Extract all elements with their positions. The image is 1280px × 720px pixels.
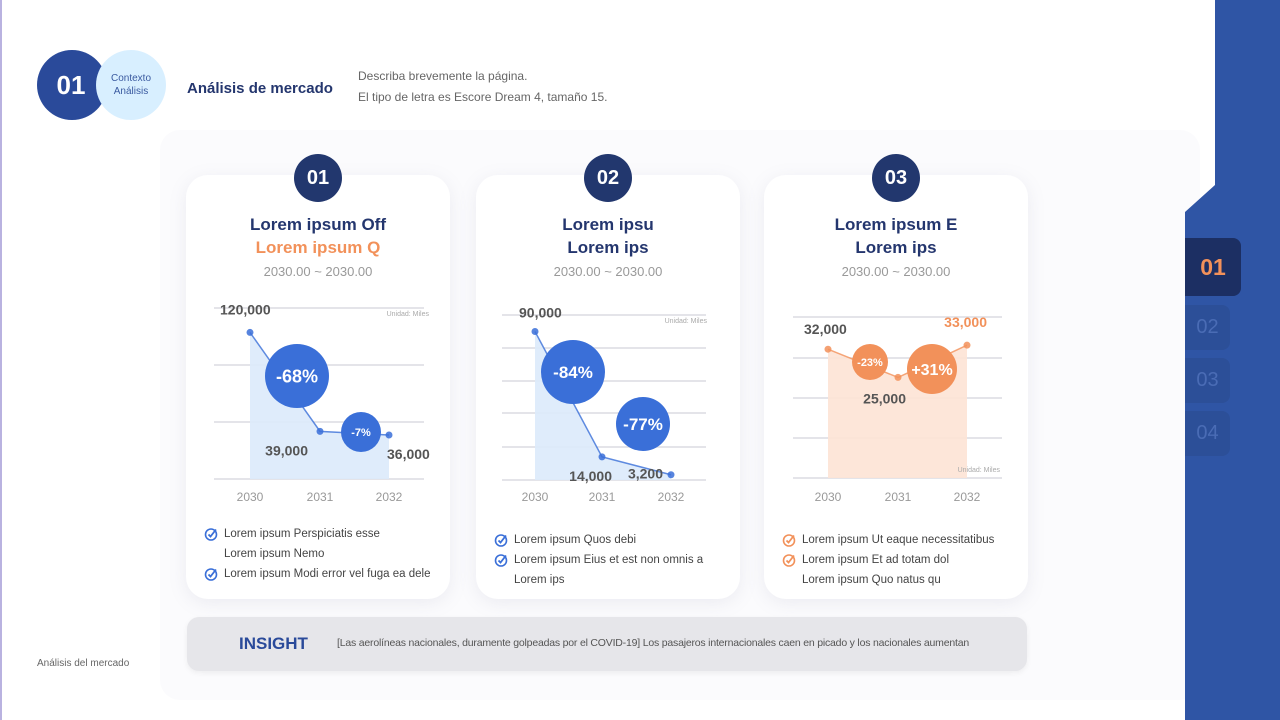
bullet-item: Lorem ipsum Modi error vel fuga ea dele [204,564,430,584]
bullet-text: Lorem ips [514,574,565,586]
check-icon [204,568,218,581]
bullet-item: Lorem ipsum Nemo [204,544,430,564]
sidebar-tab-01[interactable]: 01 [1185,238,1241,296]
check-icon [204,528,218,541]
card-number: 01 [306,166,330,189]
card-bullet-list: Lorem ipsum Ut eaque necessitatibus Lorem… [782,530,994,590]
check-icon [782,554,796,567]
sidebar-tab-02[interactable]: 02 [1185,305,1230,350]
bullet-text: Lorem ipsum Perspiciatis esse [224,528,380,540]
bullet-item: Lorem ipsum Eius et est non omnis a [494,550,703,570]
card-date-range: 2030.00 ~ 2030.00 [263,264,373,279]
bullet-text: Lorem ipsum Eius et est non omnis a [514,554,704,566]
card-date-range: 2030.00 ~ 2030.00 [553,264,663,279]
bullet-text: Lorem ipsum Et ad totam dol [802,554,950,566]
bullet-item: Lorem ipsum Perspiciatis esse [204,524,430,544]
tab-label: 04 [1196,422,1219,444]
page-description: Describa brevemente la página. El tipo d… [358,66,607,108]
bullet-text: Lorem ipsum Quo natus qu [802,574,941,586]
card-number: 03 [884,166,908,189]
bullet-item: Lorem ipsum Quo natus qu [782,570,994,590]
bullet-text: Lorem ipsum Ut eaque necessitatibus [802,534,995,546]
card-number-badge: 03 [872,154,920,202]
description-line: Describa brevemente la página. [358,69,528,83]
card-bullet-list: Lorem ipsum Perspiciatis esse Lorem ipsum… [204,524,430,584]
bullet-item: Lorem ipsum Ut eaque necessitatibus [782,530,994,550]
tab-label: 03 [1196,369,1219,391]
card-title: Lorem ipsum E [834,215,958,234]
card-bullet-list: Lorem ipsum Quos debi Lorem ipsum Eius et… [494,530,703,590]
card-date-range: 2030.00 ~ 2030.00 [841,264,951,279]
insight-text: [Las aerolíneas nacionales, duramente go… [337,637,969,649]
tab-label: 01 [1200,253,1226,280]
card-number-badge: 02 [584,154,632,202]
card-number: 02 [596,166,620,189]
insight-label: INSIGHT [239,634,308,653]
bullet-text: Lorem ipsum Nemo [224,548,325,560]
card-1: Lorem ipsum Off Lorem ipsum Q 2030.00 ~ … [186,175,450,599]
section-number: 01 [56,69,86,100]
sidebar-tab-03[interactable]: 03 [1185,358,1230,403]
bullet-item: Lorem ipsum Quos debi [494,530,703,550]
bullet-item: Lorem ips [494,570,703,590]
card-subtitle: Lorem ips [567,238,649,257]
page-title: Análisis de mercado [187,80,333,97]
bullet-item: Lorem ipsum Et ad totam dol [782,550,994,570]
bullet-text: Lorem ipsum Modi error vel fuga ea dele [224,568,431,580]
sidebar-tab-04[interactable]: 04 [1185,411,1230,456]
description-line: El tipo de letra es Escore Dream 4, tama… [358,90,608,104]
analysis-label: Análisis [113,86,149,97]
check-icon [782,534,796,547]
card-3: Lorem ipsum E Lorem ips 2030.00 ~ 2030.0… [764,175,1028,599]
card-title: Lorem ipsu [562,215,654,234]
check-icon [494,534,508,547]
section-number-circle: 01 [37,50,107,120]
card-number-badge: 01 [294,154,342,202]
card-subtitle: Lorem ips [855,238,937,257]
bullet-text: Lorem ipsum Quos debi [514,534,637,546]
left-border [0,0,2,720]
footer-text: Análisis del mercado [37,658,130,669]
section-context-circle: Contexto Análisis [96,50,166,120]
tab-label: 02 [1196,316,1219,338]
card-subtitle: Lorem ipsum Q [255,238,381,257]
card-title: Lorem ipsum Off [249,215,386,234]
context-label: Contexto [110,73,152,84]
check-icon [494,554,508,567]
insight-bar: INSIGHT [Las aerolíneas nacionales, dura… [187,617,1027,671]
